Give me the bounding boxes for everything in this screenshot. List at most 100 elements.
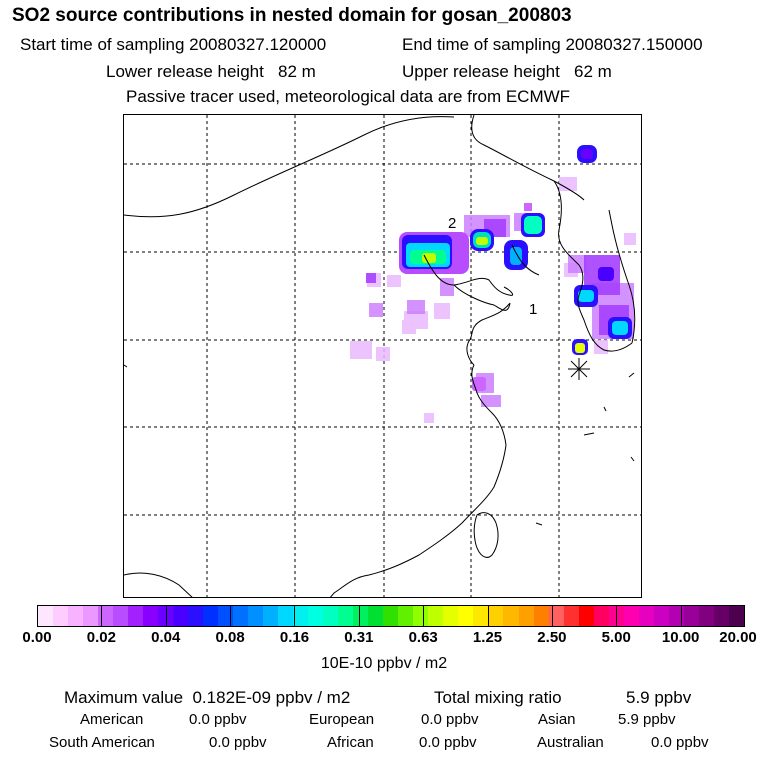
upper-release-label: Upper release height 62 m: [402, 62, 612, 81]
region-value: 0.0 ppbv: [651, 734, 709, 751]
colorbar-cell: [398, 606, 414, 626]
colorbar-cell: [458, 606, 474, 626]
colorbar-cell: [203, 606, 219, 626]
colorbar-cell: [248, 606, 264, 626]
colorbar-cell: [308, 606, 324, 626]
colorbar-cell: [488, 606, 504, 626]
colorbar-tick-label: 0.00: [22, 629, 52, 646]
colorbar-cell: [608, 606, 624, 626]
total-mixing-value: 5.9 ppbv: [626, 688, 692, 707]
colorbar-cell: [353, 606, 369, 626]
colorbar-cell: [278, 606, 294, 626]
colorbar-cell: [578, 606, 594, 626]
colorbar-cell: [533, 606, 549, 626]
region-value: 0.0 ppbv: [421, 711, 479, 728]
colorbar-cell: [233, 606, 249, 626]
end-time-label: End time of sampling 20080327.150000: [402, 35, 703, 54]
colorbar-cell: [338, 606, 354, 626]
colorbar-cell: [143, 606, 159, 626]
colorbar-separator: [230, 605, 232, 627]
region-name: South American: [49, 734, 155, 751]
colorbar-cell: [428, 606, 444, 626]
total-mixing-label: Total mixing ratio: [434, 688, 562, 707]
colorbar-cell: [368, 606, 384, 626]
colorbar-tick-label: 5.00: [601, 629, 631, 646]
colorbar-cell: [128, 606, 144, 626]
max-value-label: Maximum value 0.182E-09 ppbv / m2: [64, 688, 351, 707]
colorbar-cell: [263, 606, 279, 626]
colorbar-tick-label: 0.63: [408, 629, 438, 646]
colorbar-tick-label: 0.16: [279, 629, 310, 646]
region-name: European: [309, 711, 375, 728]
colorbar-cell: [713, 606, 729, 626]
colorbar-cell: [83, 606, 99, 626]
colorbar-separator: [680, 605, 682, 627]
region-value: 0.0 ppbv: [189, 711, 247, 728]
colorbar-cell: [218, 606, 234, 626]
colorbar-separator: [487, 605, 489, 627]
colorbar-cell: [113, 606, 129, 626]
colorbar-tick-label: 0.02: [86, 629, 116, 646]
colorbar-cell: [653, 606, 669, 626]
colorbar-cell: [683, 606, 699, 626]
colorbar-separator: [616, 605, 618, 627]
colorbar-tick-label: 0.04: [151, 629, 181, 646]
colorbar-cell: [323, 606, 339, 626]
gridlines: [124, 115, 641, 597]
region-name: American: [80, 711, 144, 728]
region-label-2: 2: [448, 215, 456, 232]
colorbar-cell: [413, 606, 429, 626]
colorbar-cell: [548, 606, 564, 626]
colorbar-cell: [38, 606, 54, 626]
colorbar-separator: [551, 605, 553, 627]
station-marker: [568, 358, 590, 380]
lower-release-label: Lower release height 82 m: [106, 62, 316, 81]
region-name: African: [327, 734, 374, 751]
colorbar-separator: [423, 605, 425, 627]
colorbar-cell: [728, 606, 744, 626]
colorbar-cell: [158, 606, 174, 626]
colorbar: [37, 605, 745, 627]
colorbar-cell: [668, 606, 684, 626]
map-title: SO2 source contributions in nested domai…: [12, 5, 572, 26]
colorbar-tick-label: 1.25: [472, 629, 503, 646]
colorbar-cell: [518, 606, 534, 626]
colorbar-cell: [473, 606, 489, 626]
colorbar-cell: [383, 606, 399, 626]
colorbar-separator: [101, 605, 103, 627]
colorbar-cell: [698, 606, 714, 626]
tracer-note: Passive tracer used, meteorological data…: [126, 87, 571, 106]
colorbar-cell: [443, 606, 459, 626]
colorbar-cell: [173, 606, 189, 626]
colorbar-tick-label: 0.31: [344, 629, 374, 646]
map-svg: 2 1: [124, 115, 641, 597]
colorbar-cell: [53, 606, 69, 626]
colorbar-cell: [293, 606, 309, 626]
region-value: 5.9 ppbv: [618, 711, 676, 728]
colorbar-cell: [68, 606, 84, 626]
colorbar-cell: [593, 606, 609, 626]
concentration-field: [350, 145, 636, 423]
coastlines: [124, 115, 636, 597]
colorbar-separator: [294, 605, 296, 627]
colorbar-tick-label: 0.08: [215, 629, 245, 646]
colorbar-cell: [98, 606, 114, 626]
colorbar-cell: [503, 606, 519, 626]
start-time-label: Start time of sampling 20080327.120000: [20, 35, 327, 54]
colorbar-cell: [563, 606, 579, 626]
region-value: 0.0 ppbv: [209, 734, 267, 751]
colorbar-tick-label: 20.00: [719, 629, 757, 646]
region-name: Australian: [537, 734, 604, 751]
region-name: Asian: [538, 711, 576, 728]
colorbar-cell: [638, 606, 654, 626]
colorbar-tick-label: 10.00: [661, 629, 700, 646]
region-label-1: 1: [529, 301, 537, 318]
colorbar-tick-label: 2.50: [537, 629, 567, 646]
colorbar-cell: [623, 606, 639, 626]
colorbar-separator: [358, 605, 360, 627]
region-value: 0.0 ppbv: [419, 734, 477, 751]
colorbar-separator: [165, 605, 167, 627]
colorbar-unit: 10E-10 ppbv / m2: [320, 655, 448, 672]
colorbar-cell: [188, 606, 204, 626]
map-panel: 2 1: [123, 114, 642, 598]
